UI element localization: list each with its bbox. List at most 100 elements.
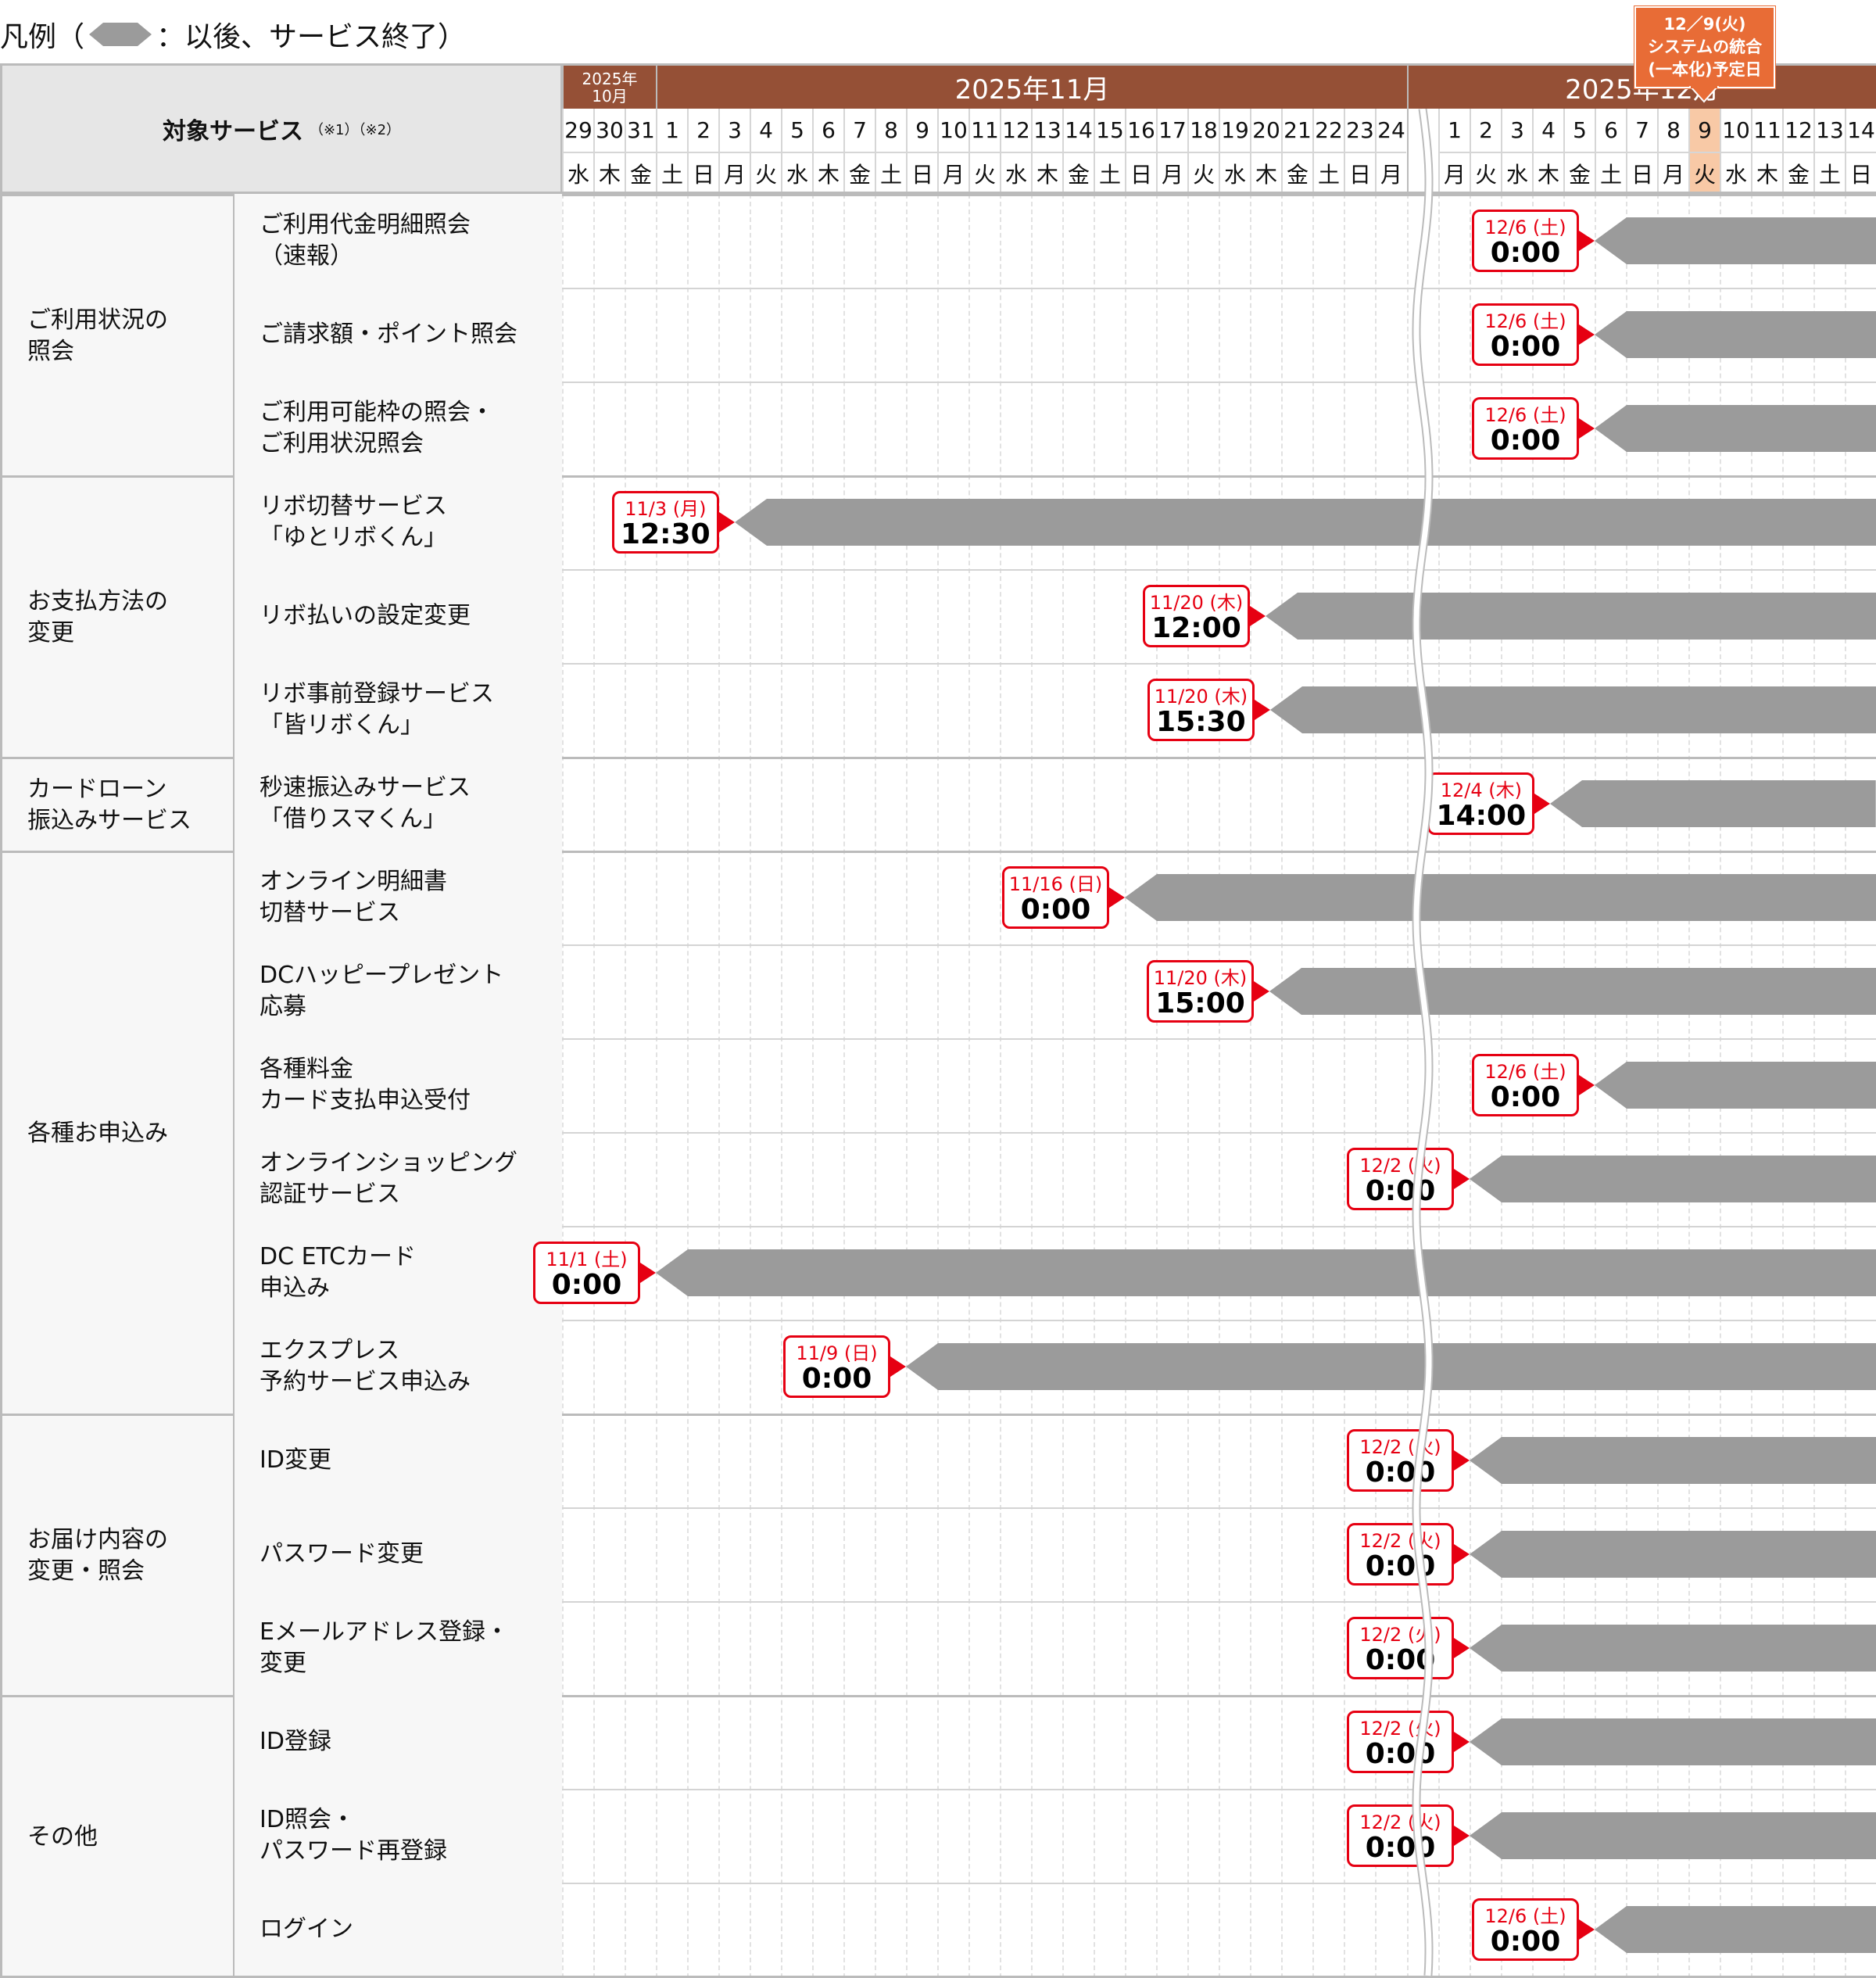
end-date: 11/1 (土) [546, 1249, 628, 1270]
day-gridline [1000, 194, 1001, 1978]
end-date-marker: 11/9 (日) 0:00 [783, 1335, 890, 1398]
weekday: 日 [1626, 152, 1657, 194]
weekday: 月 [1156, 152, 1187, 194]
day-number: 12 [1000, 109, 1031, 152]
marker-arrow [1250, 606, 1266, 626]
day-number: 1 [1438, 109, 1470, 152]
weekday: 土 [1595, 152, 1626, 194]
end-date-marker: 12/6 (土) 0:00 [1472, 1054, 1579, 1116]
marker-arrow [1579, 1075, 1595, 1095]
end-time: 15:30 [1156, 706, 1246, 738]
row-divider [234, 1789, 1876, 1790]
service-name: オンラインショッピング 認証サービス [234, 1132, 562, 1226]
end-time: 12:30 [621, 518, 711, 550]
end-date-marker: 11/1 (土) 0:00 [533, 1242, 640, 1304]
service-end-bar [1266, 593, 1876, 640]
day-number: 10 [937, 109, 968, 152]
day-number: 7 [843, 109, 875, 152]
weekday: 月 [937, 152, 968, 194]
day-gridline [593, 194, 595, 1978]
day-number: 29 [562, 109, 593, 152]
end-date-marker: 12/6 (土) 0:00 [1472, 397, 1579, 460]
day-gridline [1062, 194, 1064, 1978]
end-date-marker: 11/16 (日) 0:00 [1002, 866, 1109, 929]
end-date: 11/3 (月) [625, 498, 707, 520]
service-name: ID登録 [234, 1695, 562, 1789]
day-number: 4 [750, 109, 781, 152]
end-date-marker: 11/20 (木) 12:00 [1143, 585, 1250, 647]
day-number: 3 [718, 109, 750, 152]
service-end-bar [1125, 874, 1876, 921]
end-time: 0:00 [1020, 894, 1091, 926]
day-number: 4 [1532, 109, 1563, 152]
day-number: 5 [781, 109, 812, 152]
day-gridline [937, 194, 939, 1978]
callout-line2: (一本化)予定日 [1648, 60, 1762, 79]
day-gridline [687, 194, 689, 1978]
weekday: 月 [718, 152, 750, 194]
weekday: 月 [1438, 152, 1470, 194]
day-number: 31 [625, 109, 656, 152]
service-name: ID照会・ パスワード再登録 [234, 1789, 562, 1883]
day-gridline [1219, 194, 1220, 1978]
day-number: 21 [1281, 109, 1312, 152]
row-divider [234, 1507, 1876, 1509]
weekday: 水 [1501, 152, 1532, 194]
weekday: 金 [843, 152, 875, 194]
marker-arrow [890, 1356, 906, 1377]
end-time: 14:00 [1436, 800, 1527, 832]
service-end-bar [1595, 217, 1876, 264]
group-divider [0, 475, 1876, 478]
day-number: 11 [968, 109, 1000, 152]
service-name: Eメールアドレス登録・ 変更 [234, 1601, 562, 1695]
end-date-marker: 11/20 (木) 15:30 [1147, 679, 1255, 741]
table-bottom [0, 1976, 1876, 1978]
marker-arrow [1454, 1826, 1470, 1846]
day-gridline [656, 194, 657, 1978]
end-time: 0:00 [801, 1363, 872, 1395]
day-gridline [968, 194, 970, 1978]
weekday: 金 [1782, 152, 1813, 194]
end-date-marker: 12/2 (火) 0:00 [1347, 1148, 1454, 1210]
row-divider [234, 944, 1876, 946]
group-label: その他 [0, 1695, 234, 1976]
weekday: 水 [562, 152, 593, 194]
end-time: 0:00 [1365, 1175, 1436, 1207]
service-end-bar [656, 1249, 1876, 1296]
day-number: 22 [1312, 109, 1344, 152]
end-date-marker: 12/6 (土) 0:00 [1472, 210, 1579, 272]
weekday: 土 [1312, 152, 1344, 194]
weekday: 日 [1344, 152, 1375, 194]
row-divider [234, 569, 1876, 571]
end-date: 12/6 (土) [1484, 1061, 1566, 1083]
marker-arrow [1109, 887, 1125, 908]
day-number: 11 [1751, 109, 1782, 152]
day-gridline [1187, 194, 1189, 1978]
service-name: 各種料金 カード支払申込受付 [234, 1038, 562, 1132]
weekday: 木 [1031, 152, 1062, 194]
weekday: 土 [1813, 152, 1845, 194]
day-number: 7 [1626, 109, 1657, 152]
row-divider [234, 1226, 1876, 1227]
service-end-bar [1595, 1906, 1876, 1953]
weekday: 木 [1751, 152, 1782, 194]
service-name: オンライン明細書 切替サービス [234, 851, 562, 944]
header-line [562, 192, 1876, 194]
weekday: 月 [1657, 152, 1688, 194]
end-time: 12:00 [1151, 612, 1241, 644]
marker-arrow [1454, 1169, 1470, 1189]
service-name: ご請求額・ポイント照会 [234, 288, 562, 382]
group-label: 各種お申込み [0, 851, 234, 1414]
day-gridline [625, 194, 626, 1978]
service-end-bar [1550, 780, 1876, 827]
end-date-marker: 12/2 (火) 0:00 [1347, 1617, 1454, 1679]
month-header: 2025年11月 [656, 63, 1407, 109]
day-number: 16 [1125, 109, 1156, 152]
weekday: 火 [750, 152, 781, 194]
end-time: 0:00 [1490, 1926, 1561, 1958]
day-number: 13 [1031, 109, 1062, 152]
day-gridline [1281, 194, 1283, 1978]
weekday: 日 [906, 152, 937, 194]
end-time: 0:00 [551, 1269, 622, 1301]
marker-arrow [1579, 418, 1595, 439]
